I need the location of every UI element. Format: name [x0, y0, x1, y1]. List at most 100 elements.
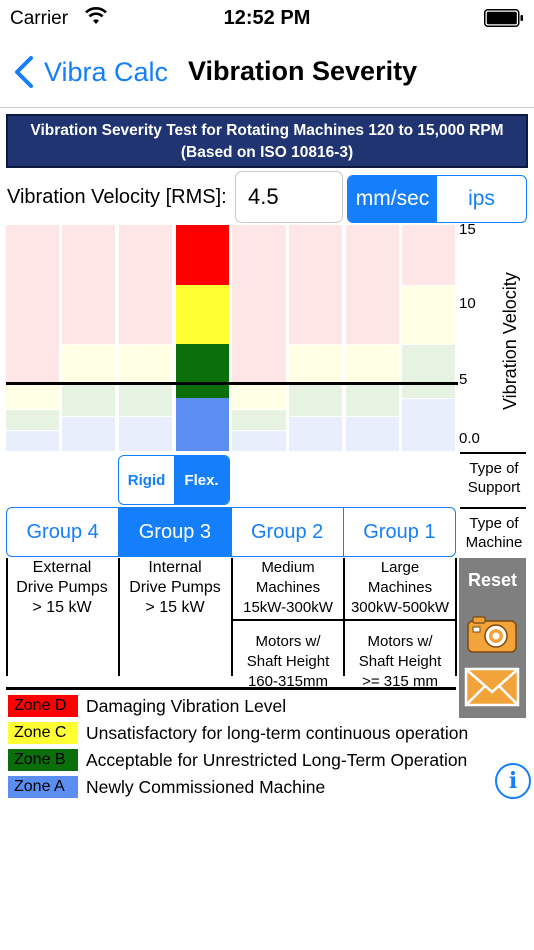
battery-icon [484, 9, 523, 27]
zone-a-band [289, 416, 342, 451]
group-option-2[interactable]: Group 2 [230, 508, 343, 556]
machine-description-group-4: External Drive Pumps > 15 kW [6, 558, 118, 618]
back-button[interactable]: Vibra Calc [12, 52, 168, 92]
zone-b-description: Acceptable for Unrestricted Long-Term Op… [86, 749, 468, 770]
machine-type-label: Type of Machine [465, 515, 523, 551]
divider [118, 558, 120, 676]
zone-d-description: Damaging Vibration Level [86, 695, 287, 716]
zone-a-band [176, 398, 229, 451]
zone-c-band [346, 344, 399, 384]
info-icon[interactable]: i [495, 763, 531, 799]
support-option-rigid[interactable]: Rigid [127, 471, 166, 489]
status-bar: Carrier 12:52 PM [0, 0, 534, 38]
legend-item-zone-a: Zone A Newly Commissioned Machine [8, 775, 325, 799]
group-option-3[interactable]: Group 3 [118, 508, 231, 556]
zone-c-description: Unsatisfactory for long-term continuous … [86, 722, 469, 743]
y-tick-label: 15 [459, 221, 476, 238]
zone-d-band [402, 225, 455, 286]
machine-description-group-1: Large Machines 300kW-500kW Motors w/ Sha… [344, 558, 456, 692]
divider [460, 452, 526, 454]
description-line: Motors w/ [367, 633, 433, 650]
support-option-flex[interactable]: Flex. [174, 456, 229, 504]
zone-b-swatch: Zone B [8, 749, 78, 771]
legend-item-zone-c: Zone C Unsatisfactory for long-term cont… [8, 721, 468, 745]
description-line: 160-315mm [247, 673, 329, 690]
y-tick-label: 5 [459, 371, 468, 388]
zone-c-swatch: Zone C [8, 722, 78, 744]
zone-d-swatch: Zone D [8, 695, 78, 717]
chart-column [6, 225, 59, 451]
zone-c-band [232, 383, 286, 409]
zone-b-band [346, 383, 399, 417]
divider [231, 558, 233, 676]
chevron-left-icon [15, 56, 33, 88]
zone-d-band [176, 225, 229, 286]
velocity-input[interactable] [235, 171, 343, 223]
reset-button[interactable]: Reset [467, 570, 518, 590]
chart-column [176, 225, 229, 451]
mail-icon[interactable] [464, 666, 520, 708]
divider [460, 507, 526, 509]
description-line: Machines [367, 579, 433, 596]
zone-b-band [176, 344, 229, 399]
description-line: Shaft Height [246, 653, 330, 670]
group-option-4[interactable]: Group 4 [26, 520, 99, 543]
unit-option-mm-sec[interactable]: mm/sec [348, 176, 437, 222]
chart-column [119, 225, 172, 451]
description-line: Drive Pumps [129, 579, 221, 596]
zone-a-band [6, 429, 59, 451]
navigation-bar: Vibra Calc Vibration Severity [0, 38, 534, 108]
description-line: Medium [261, 559, 315, 576]
zone-a-band [402, 398, 455, 451]
camera-icon[interactable] [465, 614, 519, 654]
zone-a-band [119, 416, 172, 451]
zone-c-band [6, 383, 59, 409]
clock: 12:52 PM [223, 7, 311, 29]
description-line: > 15 kW [32, 599, 92, 616]
unit-option-ips[interactable]: ips [468, 187, 495, 210]
group-segmented-control: Group 4 Group 3 Group 2 Group 1 [6, 507, 456, 557]
description-line: >= 315 mm [362, 673, 438, 690]
wifi-icon [85, 7, 107, 24]
action-panel: Reset [459, 558, 526, 718]
y-tick-label: 0.0 [459, 430, 480, 447]
zone-b-band [289, 383, 342, 417]
divider [343, 558, 345, 676]
description-line: Motors w/ [255, 633, 321, 650]
group-option-1[interactable]: Group 1 [342, 508, 455, 556]
description-line: Internal [148, 559, 202, 576]
zone-a-swatch: Zone A [8, 776, 78, 798]
zone-c-band [402, 285, 455, 345]
zone-d-band [62, 225, 115, 345]
severity-chart: 15 10 5 0.0 Vibration Velocity [0, 221, 534, 453]
description-line: Machines [255, 579, 321, 596]
zone-b-band [402, 344, 455, 399]
chart-column [232, 225, 286, 451]
divider [231, 619, 457, 621]
zone-c-band [176, 285, 229, 345]
measured-velocity-line [6, 382, 458, 386]
y-axis-title: Vibration Velocity [500, 272, 520, 410]
zone-c-band [119, 344, 172, 384]
zone-c-band [62, 344, 115, 384]
chart-column [62, 225, 115, 451]
zone-a-description: Newly Commissioned Machine [86, 776, 326, 797]
description-line: Shaft Height [358, 653, 442, 670]
support-segmented-control: Rigid Flex. [118, 455, 230, 505]
zone-b-band [119, 383, 172, 417]
zone-d-band [346, 225, 399, 345]
divider [455, 558, 457, 676]
description-line: > 15 kW [145, 599, 205, 616]
chart-column [346, 225, 399, 451]
zone-d-band [232, 225, 286, 384]
carrier-label: Carrier [10, 8, 69, 29]
support-type-label: Type of Support [467, 460, 521, 496]
zone-b-band [62, 383, 115, 417]
test-header: Vibration Severity Test for Rotating Mac… [6, 114, 528, 168]
header-line-2: (Based on ISO 10816-3) [180, 144, 354, 161]
machine-description-group-3: Internal Drive Pumps > 15 kW [119, 558, 231, 618]
unit-segmented-control: mm/sec ips [347, 175, 527, 223]
zone-b-band [232, 408, 286, 430]
description-line: External [32, 559, 92, 576]
legend-item-zone-b: Zone B Acceptable for Unrestricted Long-… [8, 748, 467, 772]
